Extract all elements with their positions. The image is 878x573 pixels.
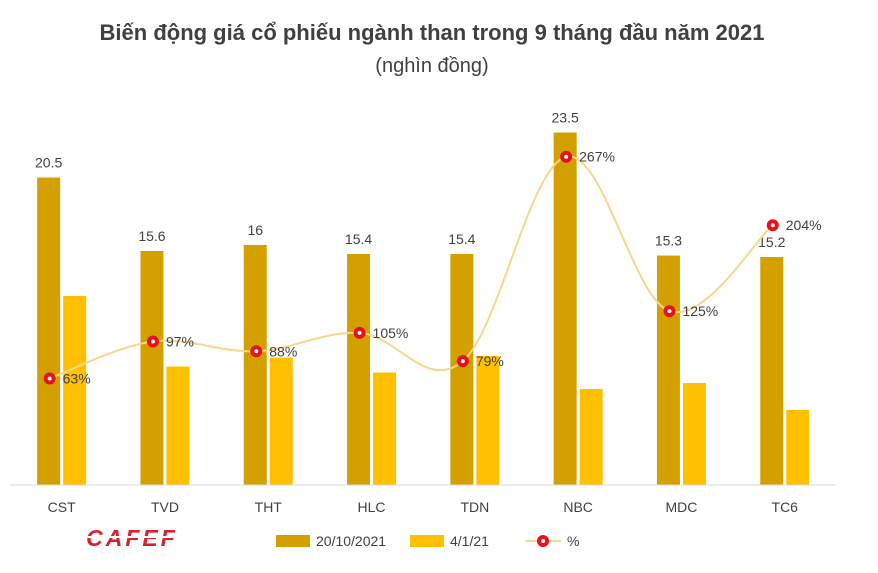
x-tick-label-nbc: NBC (563, 499, 593, 515)
percent-label-cst: 63% (63, 370, 91, 386)
percent-label-tht: 88% (269, 343, 297, 359)
percent-marker-dot-cst (47, 376, 52, 381)
cafef-logo: CAFEF (56, 525, 208, 551)
bar-20-10-2021-cst (37, 177, 61, 485)
bar-value-label-tc6: 15.2 (758, 234, 785, 250)
x-tick-label-tdn: TDN (460, 499, 489, 515)
chart-title: Biến động giá cổ phiếu ngành than trong … (100, 20, 765, 45)
bar-value-label-nbc: 23.5 (552, 110, 579, 126)
chart-subtitle: (nghìn đồng) (375, 55, 488, 77)
legend-marker-dot-percent (541, 539, 545, 543)
percent-label-tdn: 79% (476, 353, 504, 369)
x-tick-label-hlc: HLC (358, 499, 386, 515)
bar-20-10-2021-mdc (656, 255, 680, 485)
bar-20-10-2021-tc6 (760, 257, 784, 485)
percent-label-tvd: 97% (166, 334, 194, 350)
x-tick-label-tvd: TVD (151, 499, 179, 515)
legend-label-4-1-21: 4/1/21 (450, 533, 489, 549)
bar-20-10-2021-tht (243, 245, 267, 485)
bar-value-label-hlc: 15.4 (345, 231, 372, 247)
legend-swatch-20-10-2021 (276, 535, 310, 547)
bar-value-label-cst: 20.5 (35, 155, 62, 171)
bar-20-10-2021-nbc (553, 132, 577, 485)
percent-marker-dot-mdc (667, 309, 672, 314)
percent-marker-dot-tdn (460, 359, 465, 364)
bar-value-label-mdc: 15.3 (655, 233, 682, 249)
percent-marker-dot-nbc (564, 154, 569, 159)
plot-area: 20.5 CST 15.6 TVD 16 THT 15.4 HLC 15.4 TDN 23.5 NBC… (35, 110, 822, 516)
legend: 20/10/2021 4/1/21% (276, 533, 579, 549)
percent-marker-dot-tht (254, 349, 259, 354)
percent-marker-dot-hlc (357, 330, 362, 335)
percent-marker-dot-tc6 (770, 223, 775, 228)
x-tick-label-tc6: TC6 (772, 499, 799, 515)
bar-20-10-2021-tvd (140, 251, 164, 485)
percent-label-mdc: 125% (682, 303, 718, 319)
percent-label-tc6: 204% (786, 217, 822, 233)
bar-4-1-21-tc6 (786, 410, 810, 485)
bar-4-1-21-tht (269, 357, 293, 485)
legend-label-percent: % (567, 533, 579, 549)
percent-label-hlc: 105% (373, 325, 409, 341)
legend-label-20-10-2021: 20/10/2021 (316, 533, 386, 549)
bar-4-1-21-hlc (373, 372, 397, 485)
bar-20-10-2021-tdn (450, 254, 474, 485)
x-tick-label-mdc: MDC (666, 499, 698, 515)
legend-swatch-4-1-21 (410, 535, 444, 547)
x-tick-label-tht: THT (255, 499, 283, 515)
bar-value-label-tvd: 15.6 (138, 228, 165, 244)
bar-value-label-tdn: 15.4 (448, 231, 475, 247)
percent-marker-dot-tvd (150, 339, 155, 344)
bar-4-1-21-nbc (579, 389, 603, 485)
percent-label-nbc: 267% (579, 149, 615, 165)
bar-4-1-21-tvd (166, 366, 190, 485)
bar-4-1-21-mdc (682, 383, 706, 485)
bar-4-1-21-cst (63, 296, 87, 485)
bar-20-10-2021-hlc (347, 254, 371, 485)
bar-4-1-21-tdn (476, 356, 500, 485)
x-tick-label-cst: CST (48, 499, 76, 515)
bar-value-label-tht: 16 (247, 222, 263, 238)
